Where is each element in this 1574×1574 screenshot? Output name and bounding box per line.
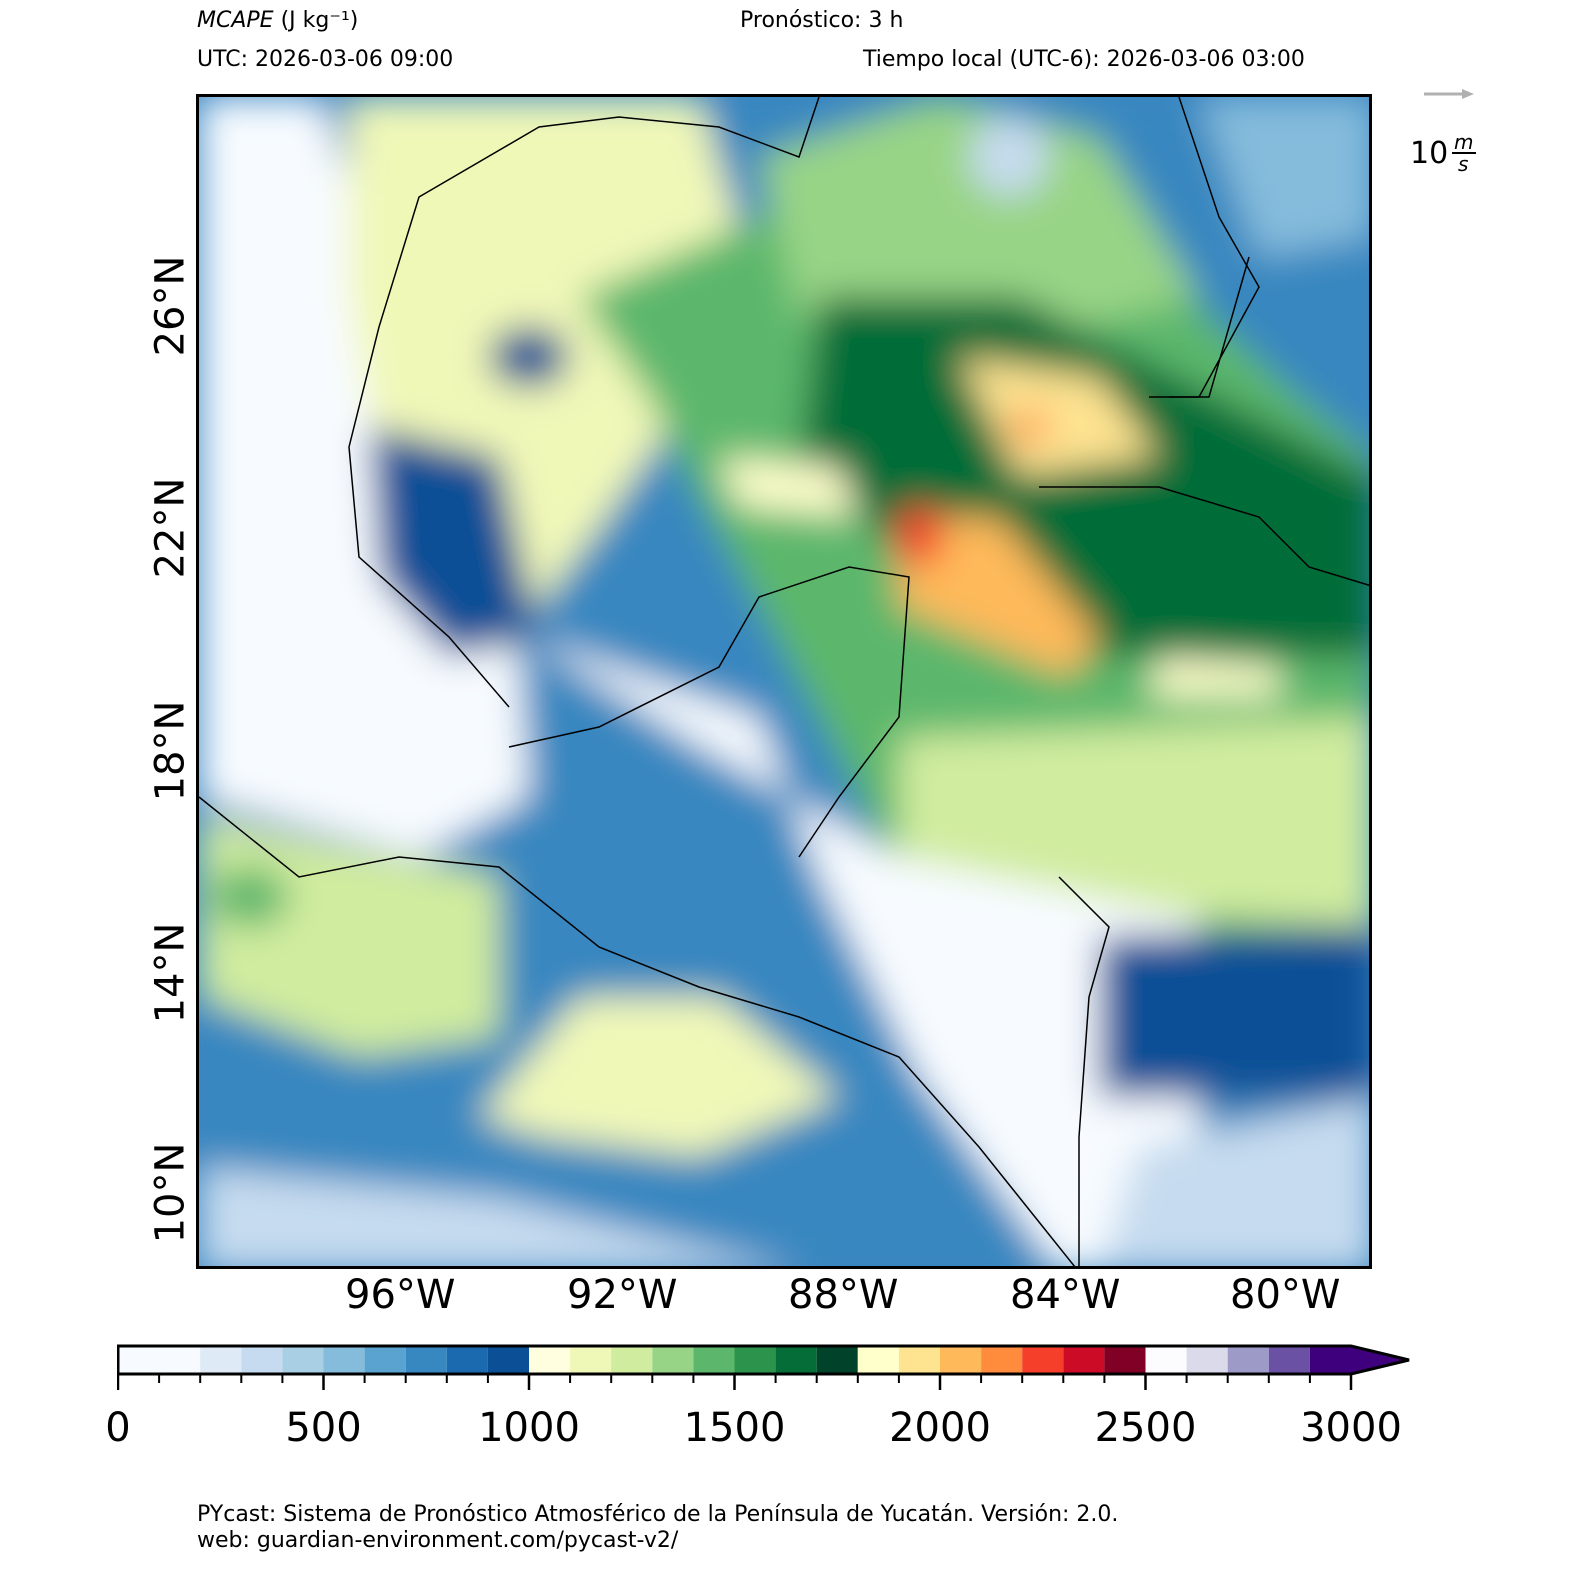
- lon-label-96w: 96°W: [345, 1272, 456, 1318]
- lat-label-26n: 26°N: [147, 255, 194, 357]
- colorbar-segment: [487, 1346, 529, 1374]
- colorbar-segment: [1227, 1346, 1269, 1374]
- colorbar-segment: [529, 1346, 571, 1374]
- colorbar-segment: [693, 1346, 735, 1374]
- colorbar-outline: [117, 1344, 1410, 1376]
- colorbar-segment: [570, 1346, 612, 1374]
- lon-label-80w: 80°W: [1230, 1272, 1341, 1318]
- wind-arrow-icon: [1424, 89, 1474, 99]
- lat-label-10n: 10°N: [147, 1142, 194, 1244]
- colorbar-segment: [1022, 1346, 1064, 1374]
- colorbar-segment: [200, 1346, 242, 1374]
- colorbar-segment: [1104, 1346, 1146, 1374]
- wind-key-unit-num: m: [1454, 130, 1474, 154]
- colorbar-tick-label: 2500: [1094, 1405, 1197, 1451]
- lat-label-14n: 14°N: [147, 922, 194, 1024]
- local-time: Tiempo local (UTC-6): 2026-03-06 03:00: [863, 47, 1305, 72]
- wind-key-value: 10: [1410, 136, 1449, 171]
- colorbar-segment: [734, 1346, 776, 1374]
- colorbar-segment: [364, 1346, 406, 1374]
- colorbar-segment: [241, 1346, 283, 1374]
- colorbar-tick-label: 2000: [889, 1405, 991, 1451]
- lon-label-84w: 84°W: [1010, 1272, 1121, 1318]
- colorbar-tick-label: 500: [285, 1405, 362, 1451]
- mcape-field: [199, 97, 1369, 1266]
- colorbar-segment: [1145, 1346, 1187, 1374]
- colorbar-segment: [1186, 1346, 1228, 1374]
- variable-units: (J kg⁻¹): [280, 8, 359, 33]
- mcape-map[interactable]: [196, 94, 1372, 1269]
- lat-label-22n: 22°N: [147, 477, 194, 579]
- lat-label-18n: 18°N: [147, 700, 194, 802]
- colorbar-segment: [446, 1346, 488, 1374]
- colorbar-segment: [405, 1346, 447, 1374]
- colorbar-tick-label: 1000: [478, 1405, 580, 1451]
- colorbar-segment: [857, 1346, 899, 1374]
- wind-key: 10 m s: [1410, 84, 1490, 176]
- colorbar-segment: [118, 1346, 201, 1374]
- colorbar-extend-arrow: [1351, 1346, 1409, 1374]
- variable-title: MCAPE (J kg⁻¹): [197, 8, 358, 33]
- colorbar-segment: [1063, 1346, 1105, 1374]
- forecast-hour: Pronóstico: 3 h: [740, 8, 904, 33]
- wind-key-unit-den: s: [1458, 152, 1469, 176]
- colorbar-segment: [898, 1346, 940, 1374]
- colorbar-tick-label: 1500: [683, 1405, 786, 1451]
- colorbar-segment: [282, 1346, 324, 1374]
- colorbar-tick-label: 3000: [1300, 1405, 1402, 1451]
- colorbar-segment: [1309, 1346, 1351, 1374]
- variable-name: MCAPE: [197, 8, 274, 33]
- colorbar-segment: [652, 1346, 694, 1374]
- coastlines: [199, 97, 1369, 1266]
- footer-line2: web: guardian-environment.com/pycast-v2/: [197, 1528, 679, 1553]
- colorbar-segment: [611, 1346, 653, 1374]
- lon-label-92w: 92°W: [567, 1272, 678, 1318]
- colorbar-segment: [1268, 1346, 1310, 1374]
- wind-key-fraction-bar: [1452, 152, 1476, 154]
- colorbar-segment: [816, 1346, 858, 1374]
- colorbar-segment: [940, 1346, 982, 1374]
- colorbar-segment: [775, 1346, 817, 1374]
- colorbar-tick-label: 0: [105, 1405, 131, 1451]
- lon-label-88w: 88°W: [788, 1272, 899, 1318]
- footer-line1: PYcast: Sistema de Pronóstico Atmosféric…: [197, 1502, 1119, 1527]
- colorbar-segment: [981, 1346, 1023, 1374]
- utc-time: UTC: 2026-03-06 09:00: [197, 47, 454, 72]
- colorbar: [117, 1344, 1410, 1390]
- colorbar-segment: [323, 1346, 365, 1374]
